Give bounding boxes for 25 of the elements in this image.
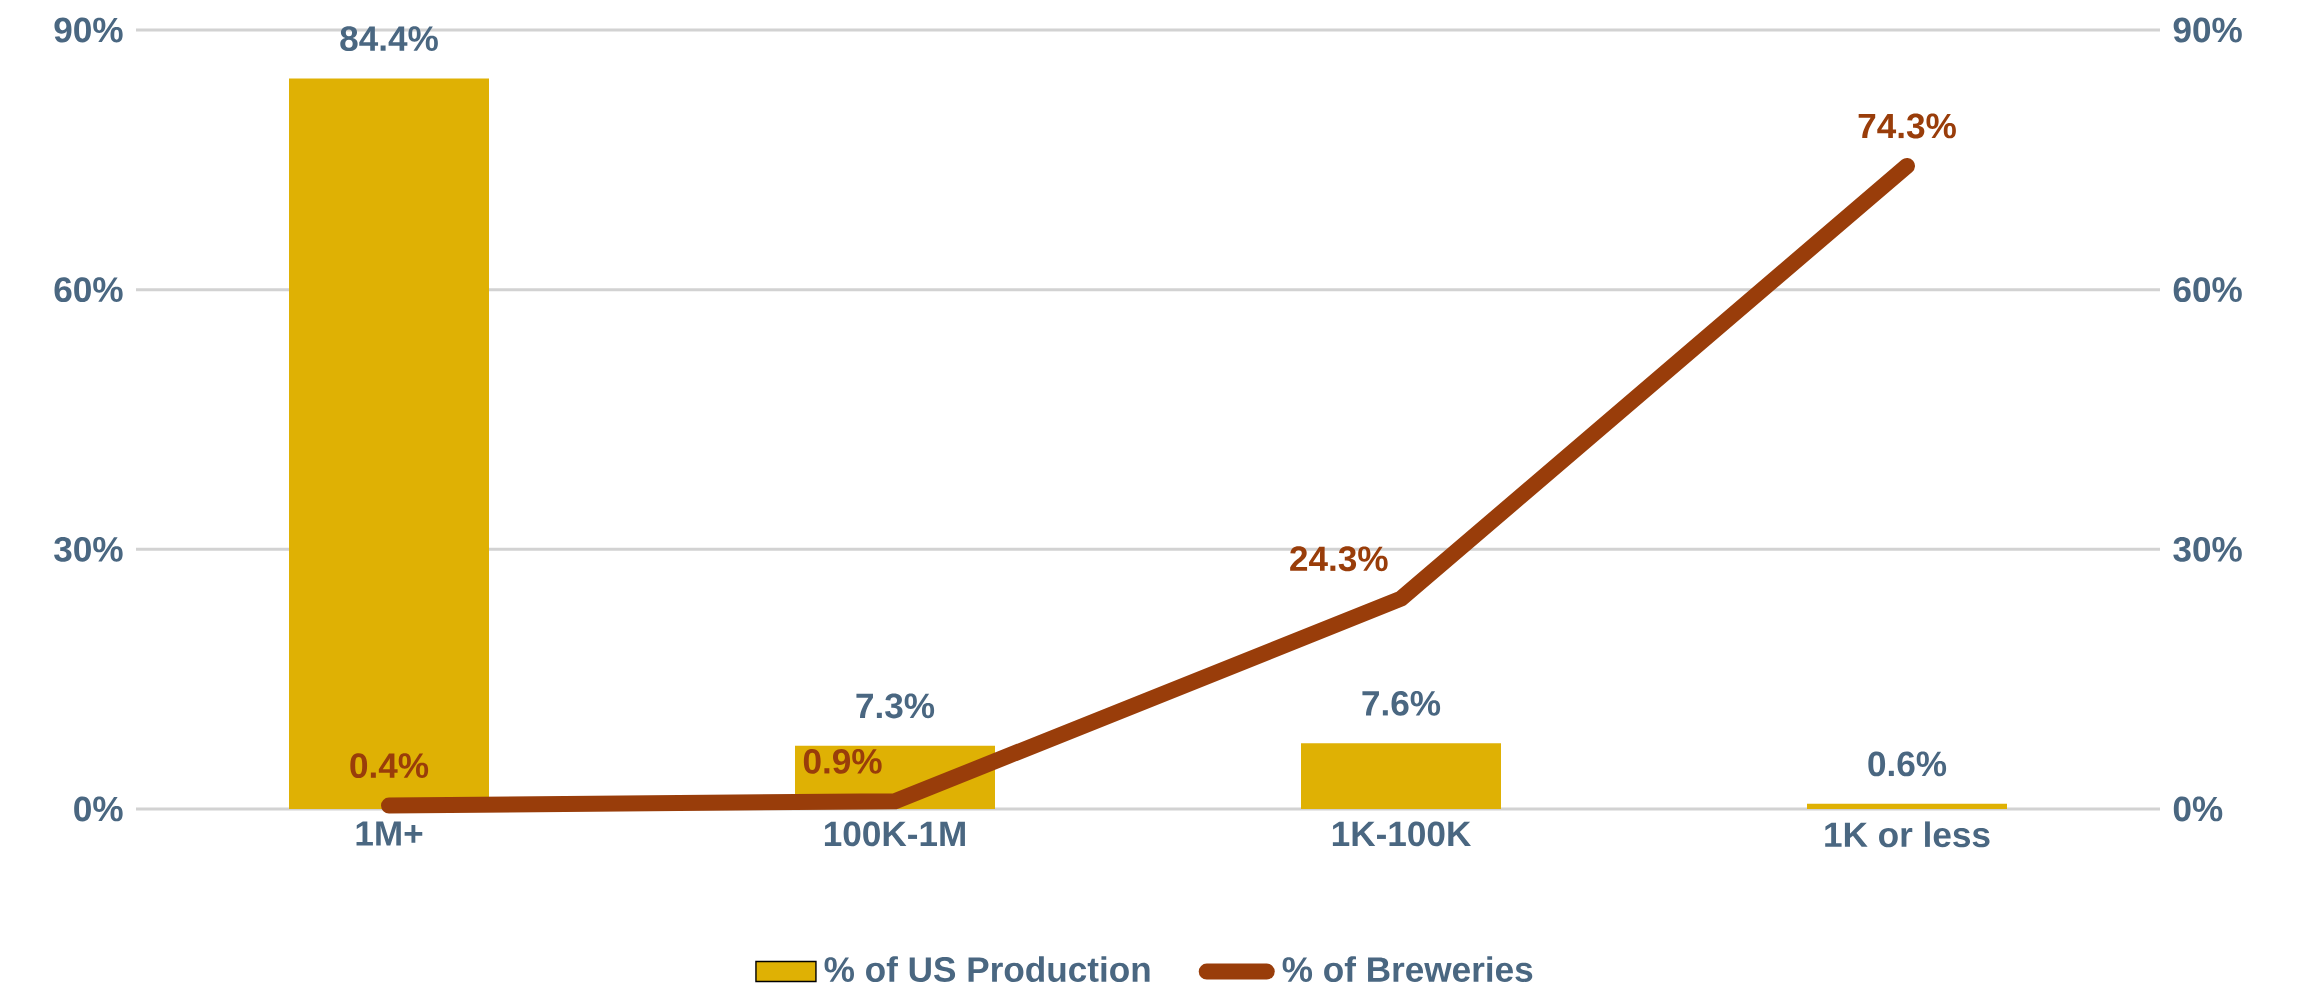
legend-label: % of US Production [824,956,1150,982]
y2-tick-label: 30% [2173,536,2242,562]
y-tick-label: 60% [54,277,123,303]
y2-tick-label: 0% [2173,796,2223,822]
y-tick-label: 90% [54,17,123,43]
y-tick-label: 0% [74,796,123,822]
data-label: 0.4% [350,753,429,779]
bar [1301,743,1501,809]
bar [289,78,489,809]
data-label: 84.4% [340,26,438,52]
data-label: 74.3% [1858,113,1956,139]
data-label: 24.3% [1290,546,1388,572]
x-tick-label: 1K-100K [1332,821,1471,847]
bar [1807,803,2007,809]
y2-tick-label: 90% [2173,17,2242,43]
x-tick-label: 1K or less [1825,821,1990,848]
y2-tick-label: 60% [2173,277,2242,303]
legend-label: % of Breweries [1282,956,1533,982]
x-tick-label: 1M+ [356,821,423,846]
y-tick-label: 30% [54,536,123,562]
data-label: 0.6% [1868,751,1947,777]
data-label: 7.3% [856,693,935,719]
x-tick-label: 100K-1M [824,821,965,847]
data-label: 7.6% [1362,690,1441,716]
data-label: 0.9% [803,748,882,774]
